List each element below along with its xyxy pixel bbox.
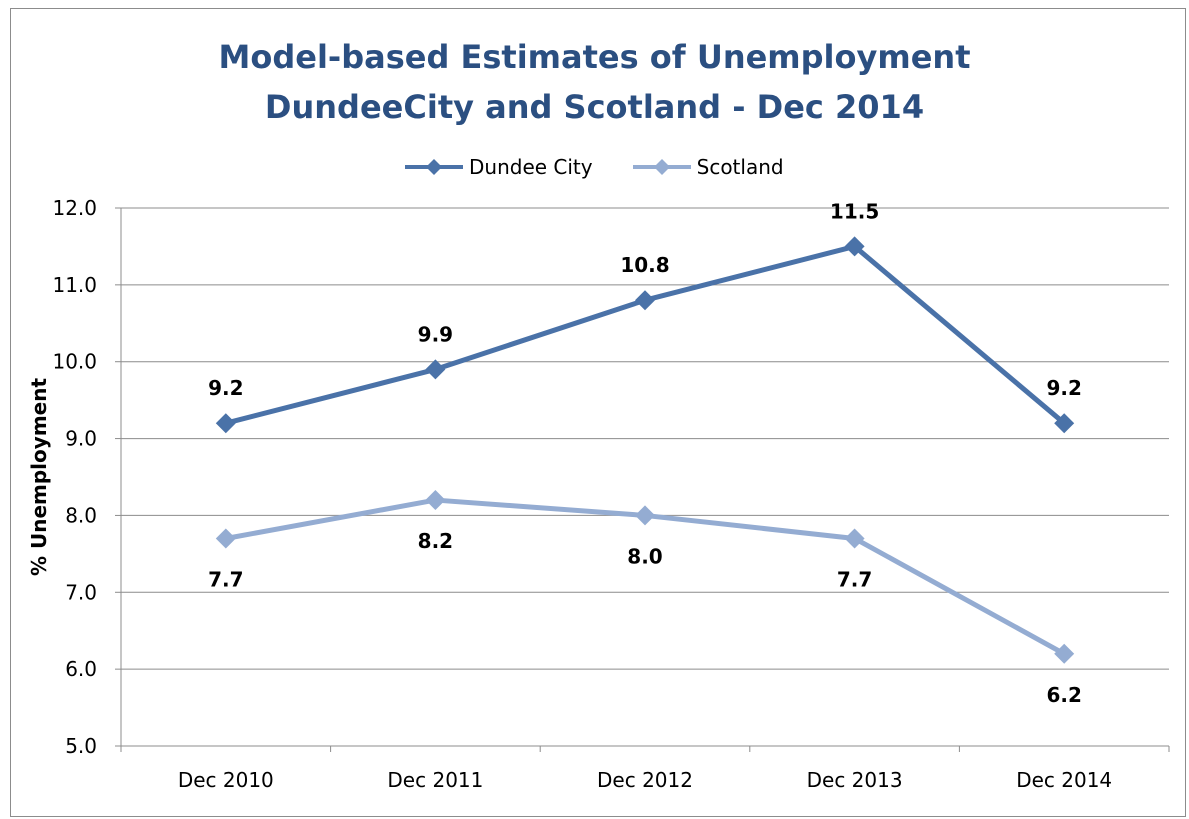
x-tick-label: Dec 2012 — [597, 768, 693, 792]
data-point-marker — [1054, 643, 1075, 664]
legend-item-dundee: Dundee City — [405, 155, 593, 179]
legend-marker-scotland — [632, 159, 691, 175]
y-tick-label: 6.0 — [65, 657, 97, 681]
y-tick-label: 9.0 — [65, 427, 97, 451]
y-tick-label: 8.0 — [65, 503, 97, 527]
x-tick-label: Dec 2013 — [807, 768, 903, 792]
data-label: 9.2 — [208, 376, 243, 400]
y-axis-label: % Unemployment — [27, 378, 51, 576]
y-tick-label: 11.0 — [52, 273, 97, 297]
data-point-marker — [844, 236, 865, 257]
data-label: 8.2 — [418, 529, 453, 553]
chart-subtitle: DundeeCity and Scotland - Dec 2014 — [264, 88, 925, 126]
axes — [115, 207, 1170, 752]
y-tick-label: 7.0 — [65, 580, 97, 604]
data-point-marker — [425, 359, 446, 380]
data-point-marker — [635, 290, 655, 311]
series-lines — [215, 236, 1075, 664]
legend-item-scotland: Scotland — [632, 155, 784, 179]
chart-frame — [10, 8, 1186, 817]
data-point-marker — [1054, 413, 1075, 434]
data-point-marker — [635, 505, 655, 526]
data-label: 10.8 — [620, 253, 669, 277]
data-point-marker — [215, 413, 236, 434]
legend-marker-dundee — [405, 159, 463, 175]
y-tick-label: 5.0 — [65, 734, 97, 758]
y-tick-labels: 5.0 6.0 7.0 8.0 9.0 10.0 11.0 12.0 — [52, 196, 97, 758]
chart-title: Model-based Estimates of Unemployment — [218, 38, 971, 76]
data-point-marker — [844, 528, 865, 549]
y-tick-label: 10.0 — [52, 350, 97, 374]
chart-legend: Dundee City Scotland — [405, 152, 824, 182]
x-tick-label: Dec 2010 — [178, 768, 274, 792]
x-tick-label: Dec 2014 — [1016, 768, 1112, 792]
y-tick-label: 12.0 — [52, 196, 97, 220]
legend-label-dundee: Dundee City — [469, 155, 593, 179]
x-tick-labels: Dec 2010 Dec 2011 Dec 2012 Dec 2013 Dec 2014 — [178, 768, 1112, 792]
data-labels: 9.2 9.9 10.8 11.5 9.2 7.7 8.2 8.0 7.7 6.2 — [208, 199, 1082, 706]
data-label: 8.0 — [627, 544, 662, 568]
data-label: 6.2 — [1046, 683, 1081, 707]
legend-label-scotland: Scotland — [696, 155, 784, 179]
data-label: 9.2 — [1046, 376, 1081, 400]
data-label: 7.7 — [837, 567, 872, 591]
data-label: 11.5 — [830, 199, 879, 223]
data-point-marker — [425, 490, 446, 511]
x-tick-label: Dec 2011 — [387, 768, 483, 792]
data-point-marker — [215, 528, 236, 549]
data-label: 9.9 — [418, 322, 453, 346]
data-label: 7.7 — [208, 567, 243, 591]
